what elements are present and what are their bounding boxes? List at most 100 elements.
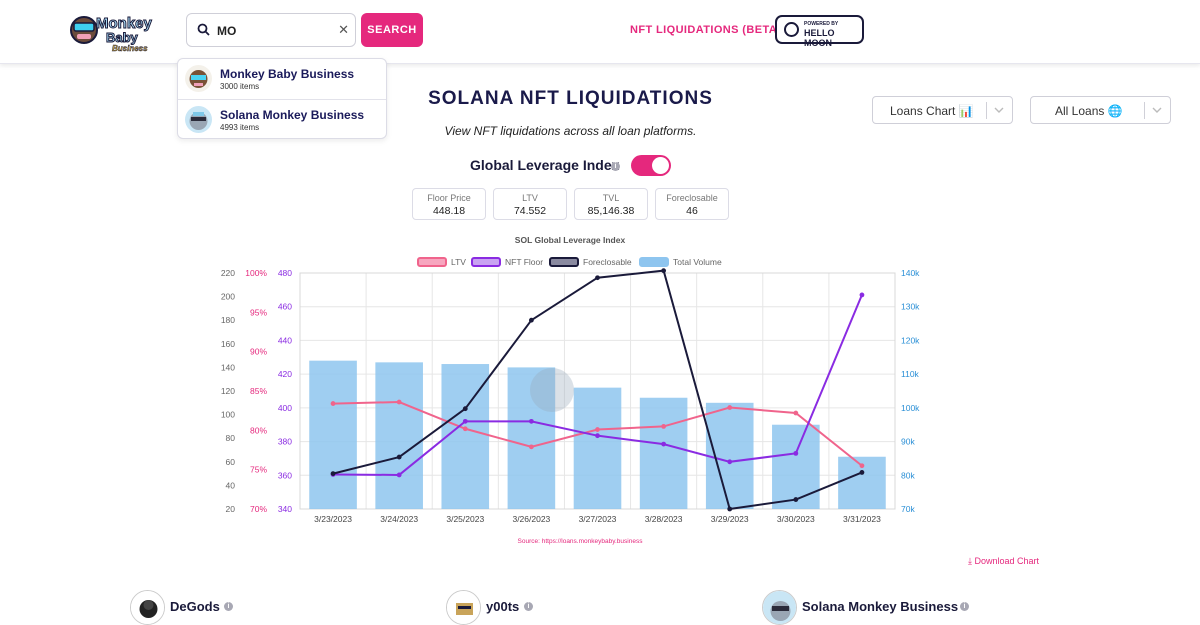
x-tick-label: 3/23/2023 xyxy=(314,514,352,524)
ltv-tick-label: 100% xyxy=(245,268,267,278)
stat-label: TVL xyxy=(602,193,620,203)
info-icon[interactable]: i xyxy=(960,602,969,611)
stat-label: Floor Price xyxy=(427,193,471,203)
stat-value: 448.18 xyxy=(432,205,466,217)
legend-label: LTV xyxy=(451,257,466,267)
top-header: Monkey Baby Business ✕ SEARCH NFT LIQUID… xyxy=(0,0,1200,64)
search-result-count: 4993 items xyxy=(220,123,260,132)
legend-swatch xyxy=(639,257,669,267)
collection-avatar xyxy=(185,65,212,92)
legend-swatch xyxy=(417,257,447,267)
y-tick-label: 20 xyxy=(226,504,236,514)
x-tick-label: 3/31/2023 xyxy=(843,514,881,524)
floor-tick-label: 400 xyxy=(278,403,292,413)
series-point xyxy=(462,406,468,412)
series-point xyxy=(727,405,733,410)
x-tick-label: 3/30/2023 xyxy=(777,514,815,524)
volume-bar xyxy=(705,402,754,509)
chevron-down-icon xyxy=(994,107,1004,113)
ltv-tick-label: 80% xyxy=(250,425,267,435)
download-label: Download Chart xyxy=(974,556,1040,566)
collection-avatar xyxy=(130,590,165,625)
monkey-baby-logo[interactable]: Monkey Baby Business xyxy=(68,8,166,54)
y-tick-label: 100 xyxy=(221,410,235,420)
chart-type-select[interactable]: Loans Chart 📊 xyxy=(872,96,1013,124)
series-point xyxy=(528,418,534,424)
series-point xyxy=(793,450,799,456)
ltv-tick-label: 85% xyxy=(250,386,267,396)
volume-bar xyxy=(573,387,622,509)
collection-avatar xyxy=(446,590,481,625)
search-input[interactable] xyxy=(217,21,327,41)
page-subtitle: View NFT liquidations across all loan pl… xyxy=(444,124,697,138)
chart-type-value: Loans Chart 📊 xyxy=(890,104,974,118)
hello-moon-label: HELLO MOON xyxy=(804,28,835,48)
info-icon[interactable]: i xyxy=(524,602,533,611)
search-icon xyxy=(197,23,210,36)
series-point xyxy=(727,506,733,512)
search-result-name: Solana Monkey Business xyxy=(220,108,365,122)
legend-swatch xyxy=(471,257,501,267)
clear-icon[interactable]: ✕ xyxy=(338,22,349,37)
series-point xyxy=(793,497,799,502)
collection-name: DeGods xyxy=(170,599,220,614)
search-result-count: 3000 items xyxy=(220,82,260,91)
info-icon[interactable]: i xyxy=(611,162,620,171)
hello-moon-icon xyxy=(784,22,799,37)
x-tick-label: 3/26/2023 xyxy=(512,514,550,524)
search-result-item[interactable]: Monkey Baby Business 3000 items xyxy=(178,59,386,99)
search-button[interactable]: SEARCH xyxy=(361,13,423,47)
volume-tick-label: 70k xyxy=(901,504,915,514)
series-point xyxy=(859,463,865,469)
leverage-index-chart: SOL Global Leverage Index LTV NFT Floor For… xyxy=(200,230,940,550)
loan-filter-select[interactable]: All Loans 🌐 xyxy=(1030,96,1171,124)
search-result-item[interactable]: Solana Monkey Business 4993 items xyxy=(178,100,386,140)
watermark-logo xyxy=(530,368,574,412)
global-leverage-index-label: Global Leverage Index xyxy=(470,157,620,173)
download-icon: ⤓ xyxy=(968,556,972,566)
info-icon[interactable]: i xyxy=(224,602,233,611)
y-tick-label: 120 xyxy=(221,386,235,396)
stat-value: 46 xyxy=(686,205,698,217)
legend-label: Total Volume xyxy=(673,257,722,267)
volume-tick-label: 90k xyxy=(901,437,915,447)
powered-by-hello-moon-badge[interactable]: POWERED BY HELLO MOON xyxy=(775,15,864,48)
y-tick-label: 220 xyxy=(221,268,235,278)
ltv-tick-label: 90% xyxy=(250,347,267,357)
volume-bar xyxy=(507,367,556,509)
floor-tick-label: 380 xyxy=(278,437,292,447)
series-point xyxy=(661,424,667,429)
stat-card-tvl: TVL 85,146.38 xyxy=(574,188,648,220)
global-leverage-index-toggle[interactable] xyxy=(631,155,671,176)
legend-swatch xyxy=(549,257,579,267)
floor-tick-label: 340 xyxy=(278,504,292,514)
series-point xyxy=(330,471,336,476)
y-tick-label: 200 xyxy=(221,292,235,302)
collection-name: y00ts xyxy=(486,599,520,614)
volume-tick-label: 130k xyxy=(901,302,920,312)
collection-name: Solana Monkey Business xyxy=(802,599,959,614)
search-result-name: Monkey Baby Business xyxy=(220,67,355,81)
select-separator xyxy=(1144,102,1145,119)
series-point xyxy=(793,410,799,416)
watermark-logo xyxy=(530,368,574,412)
volume-tick-label: 120k xyxy=(901,335,920,345)
series-point xyxy=(462,418,468,424)
nft-liquidations-link[interactable]: NFT LIQUIDATIONS (BETA) xyxy=(630,24,782,36)
volume-bar xyxy=(309,360,357,509)
volume-tick-label: 80k xyxy=(901,470,915,480)
y-tick-label: 60 xyxy=(226,457,236,467)
series-point xyxy=(661,441,667,447)
series-point xyxy=(330,401,336,406)
download-chart-link[interactable]: ⤓ Download Chart xyxy=(968,556,1039,567)
stat-label: Foreclosable xyxy=(666,193,718,203)
floor-tick-label: 440 xyxy=(278,335,292,345)
stat-label: LTV xyxy=(522,193,538,203)
volume-tick-label: 140k xyxy=(901,268,920,278)
series-point xyxy=(595,275,600,281)
chart-title: SOL Global Leverage Index xyxy=(515,235,626,245)
series-point xyxy=(859,470,865,475)
chevron-down-icon xyxy=(1152,107,1162,113)
chart-source: Source: https://loans.monkeybaby.busines… xyxy=(518,538,644,545)
search-field[interactable]: ✕ xyxy=(186,13,356,47)
